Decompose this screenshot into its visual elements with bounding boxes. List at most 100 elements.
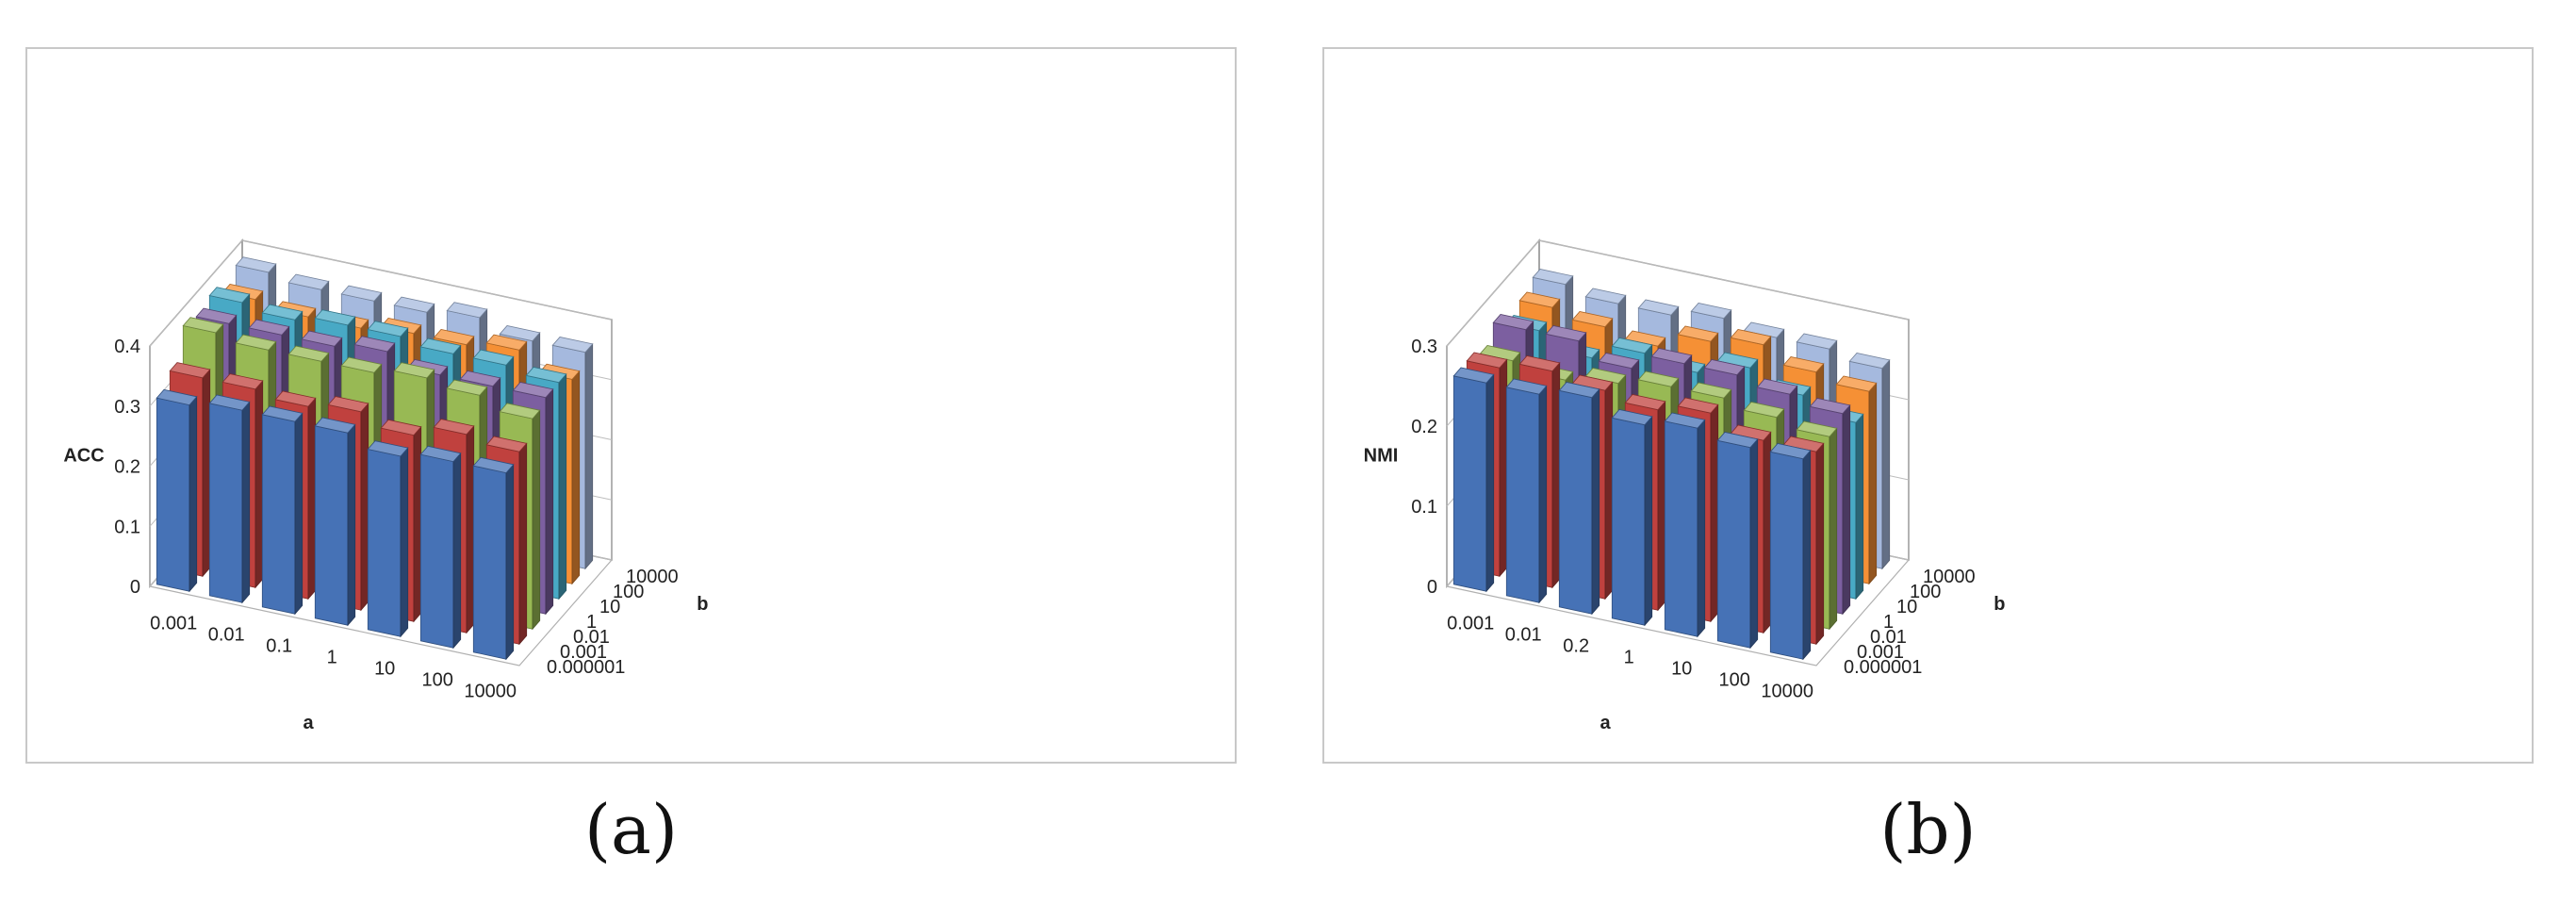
z-tick-label: 10: [1896, 597, 1917, 617]
bar-top-face: [261, 405, 304, 422]
bar-side-face: [202, 368, 211, 578]
bar-top-face: [1809, 398, 1851, 415]
bar-side-face: [1868, 382, 1878, 585]
gridline: [149, 239, 613, 347]
bar-top-face: [287, 273, 330, 290]
bar-side-face: [1855, 413, 1864, 601]
bar-top-face: [525, 367, 567, 384]
x-tick-label: 100: [1719, 669, 1750, 690]
z-tick-label: 1: [1883, 612, 1894, 633]
z-tick-label: 0.001: [560, 642, 607, 663]
bar-front-face: [367, 449, 402, 637]
bar-top-face: [340, 285, 383, 302]
y-axis-label: ACC: [63, 445, 104, 466]
bar-top-face: [446, 379, 488, 396]
x-tick-label: 10000: [1761, 681, 1813, 701]
bar-top-face: [1703, 359, 1746, 376]
bar-top-face: [301, 330, 343, 347]
x-tick-label: 100: [422, 669, 453, 690]
bar-top-face: [446, 302, 488, 319]
bar-side-face: [1499, 358, 1508, 578]
x-tick-label: 0.01: [1505, 624, 1542, 645]
bar-top-face: [512, 382, 554, 399]
bar-top-face: [1584, 288, 1627, 304]
bar-top-face: [1492, 314, 1534, 331]
bar-side-face: [571, 370, 581, 585]
bar-side-face: [294, 412, 304, 616]
bar-top-face: [208, 287, 251, 304]
y-tick-label: 0.1: [1411, 497, 1437, 518]
bar-0.000001-0.001: [156, 388, 198, 593]
x-tick-label: 0.001: [1447, 613, 1494, 634]
bar-0.000001-0.01: [1505, 378, 1548, 604]
bar-top-face: [274, 390, 317, 407]
bar-front-face: [208, 403, 243, 603]
z-tick-label: 0.000001: [547, 657, 625, 678]
bar-top-face: [1796, 420, 1838, 437]
bar-top-face: [1637, 370, 1680, 387]
bar-top-face: [327, 396, 369, 413]
bar-side-face: [254, 379, 264, 589]
z-tick-label: 1: [586, 612, 597, 633]
bar-0.000001-10000: [1769, 443, 1812, 661]
bar-top-face: [551, 337, 594, 354]
bar-top-face: [1756, 378, 1798, 395]
bar-top-face: [314, 417, 356, 434]
x-axis-label: a: [303, 713, 314, 733]
bar-front-face: [472, 465, 507, 660]
bar-side-face: [1538, 385, 1548, 604]
z-tick-label: 100: [613, 582, 644, 602]
bar-0.000001-0.001: [1452, 367, 1495, 593]
bar-side-face: [532, 409, 541, 631]
bar-top-face: [1796, 333, 1838, 350]
x-axis-label: a: [1600, 713, 1611, 733]
bar-top-face: [499, 325, 541, 342]
bar-0.000001-10: [367, 440, 409, 638]
y-tick-label: 0.2: [1411, 417, 1437, 437]
bar-front-face: [1452, 375, 1487, 592]
y-tick-label: 0.3: [114, 397, 140, 418]
bar-top-face: [1611, 337, 1653, 354]
bar-top-face: [169, 362, 211, 379]
bar-front-face: [1769, 451, 1804, 660]
y-tick-label: 0: [130, 577, 140, 598]
chart-b-svg: 00.10.20.3NMI0.0010.010.211010010000a0.0…: [1364, 239, 2005, 733]
gridline: [1446, 239, 1910, 347]
bar-top-face: [1466, 352, 1508, 369]
bar-side-face: [1815, 442, 1825, 646]
bar-top-face: [380, 419, 422, 436]
bar-front-face: [314, 425, 349, 626]
bar-side-face: [360, 402, 369, 612]
bar-0.000001-0.01: [208, 394, 251, 604]
bar-top-face: [1690, 303, 1732, 320]
bar-top-face: [340, 356, 383, 373]
y-tick-label: 0.3: [1411, 337, 1437, 357]
bar-side-face: [1697, 419, 1706, 638]
bar-top-face: [1558, 382, 1600, 399]
bar-top-face: [367, 440, 409, 457]
bar-top-face: [248, 319, 290, 336]
bar-top-face: [1848, 353, 1891, 370]
bar-top-face: [485, 334, 528, 351]
z-tick-label: 0.01: [1870, 627, 1907, 648]
bar-top-face: [261, 304, 304, 321]
bar-side-face: [1881, 358, 1891, 570]
bar-top-face: [393, 362, 435, 379]
bar-top-face: [1452, 367, 1495, 384]
z-tick-label: 10000: [626, 567, 679, 587]
bar-side-face: [1749, 437, 1759, 650]
x-tick-label: 0.1: [266, 635, 292, 656]
caption-b: (b): [1879, 790, 1977, 869]
bar-top-face: [1664, 412, 1706, 429]
bar-top-face: [1624, 394, 1666, 411]
bar-top-face: [208, 394, 251, 411]
bar-top-face: [485, 436, 528, 452]
bar-side-face: [505, 463, 515, 661]
bar-0.000001-1: [1611, 409, 1653, 627]
bar-top-face: [1782, 356, 1825, 373]
chart-panel-b: 0 0.1 0.2 0.3 NMI 0.001 0.01 0.2 1 10 100 10000 a 0.0…: [1322, 47, 2534, 764]
bar-top-face: [433, 419, 475, 436]
z-tick-label: 10: [599, 597, 620, 617]
y-tick-label: 0: [1427, 577, 1437, 598]
bar-top-face: [1545, 325, 1587, 342]
